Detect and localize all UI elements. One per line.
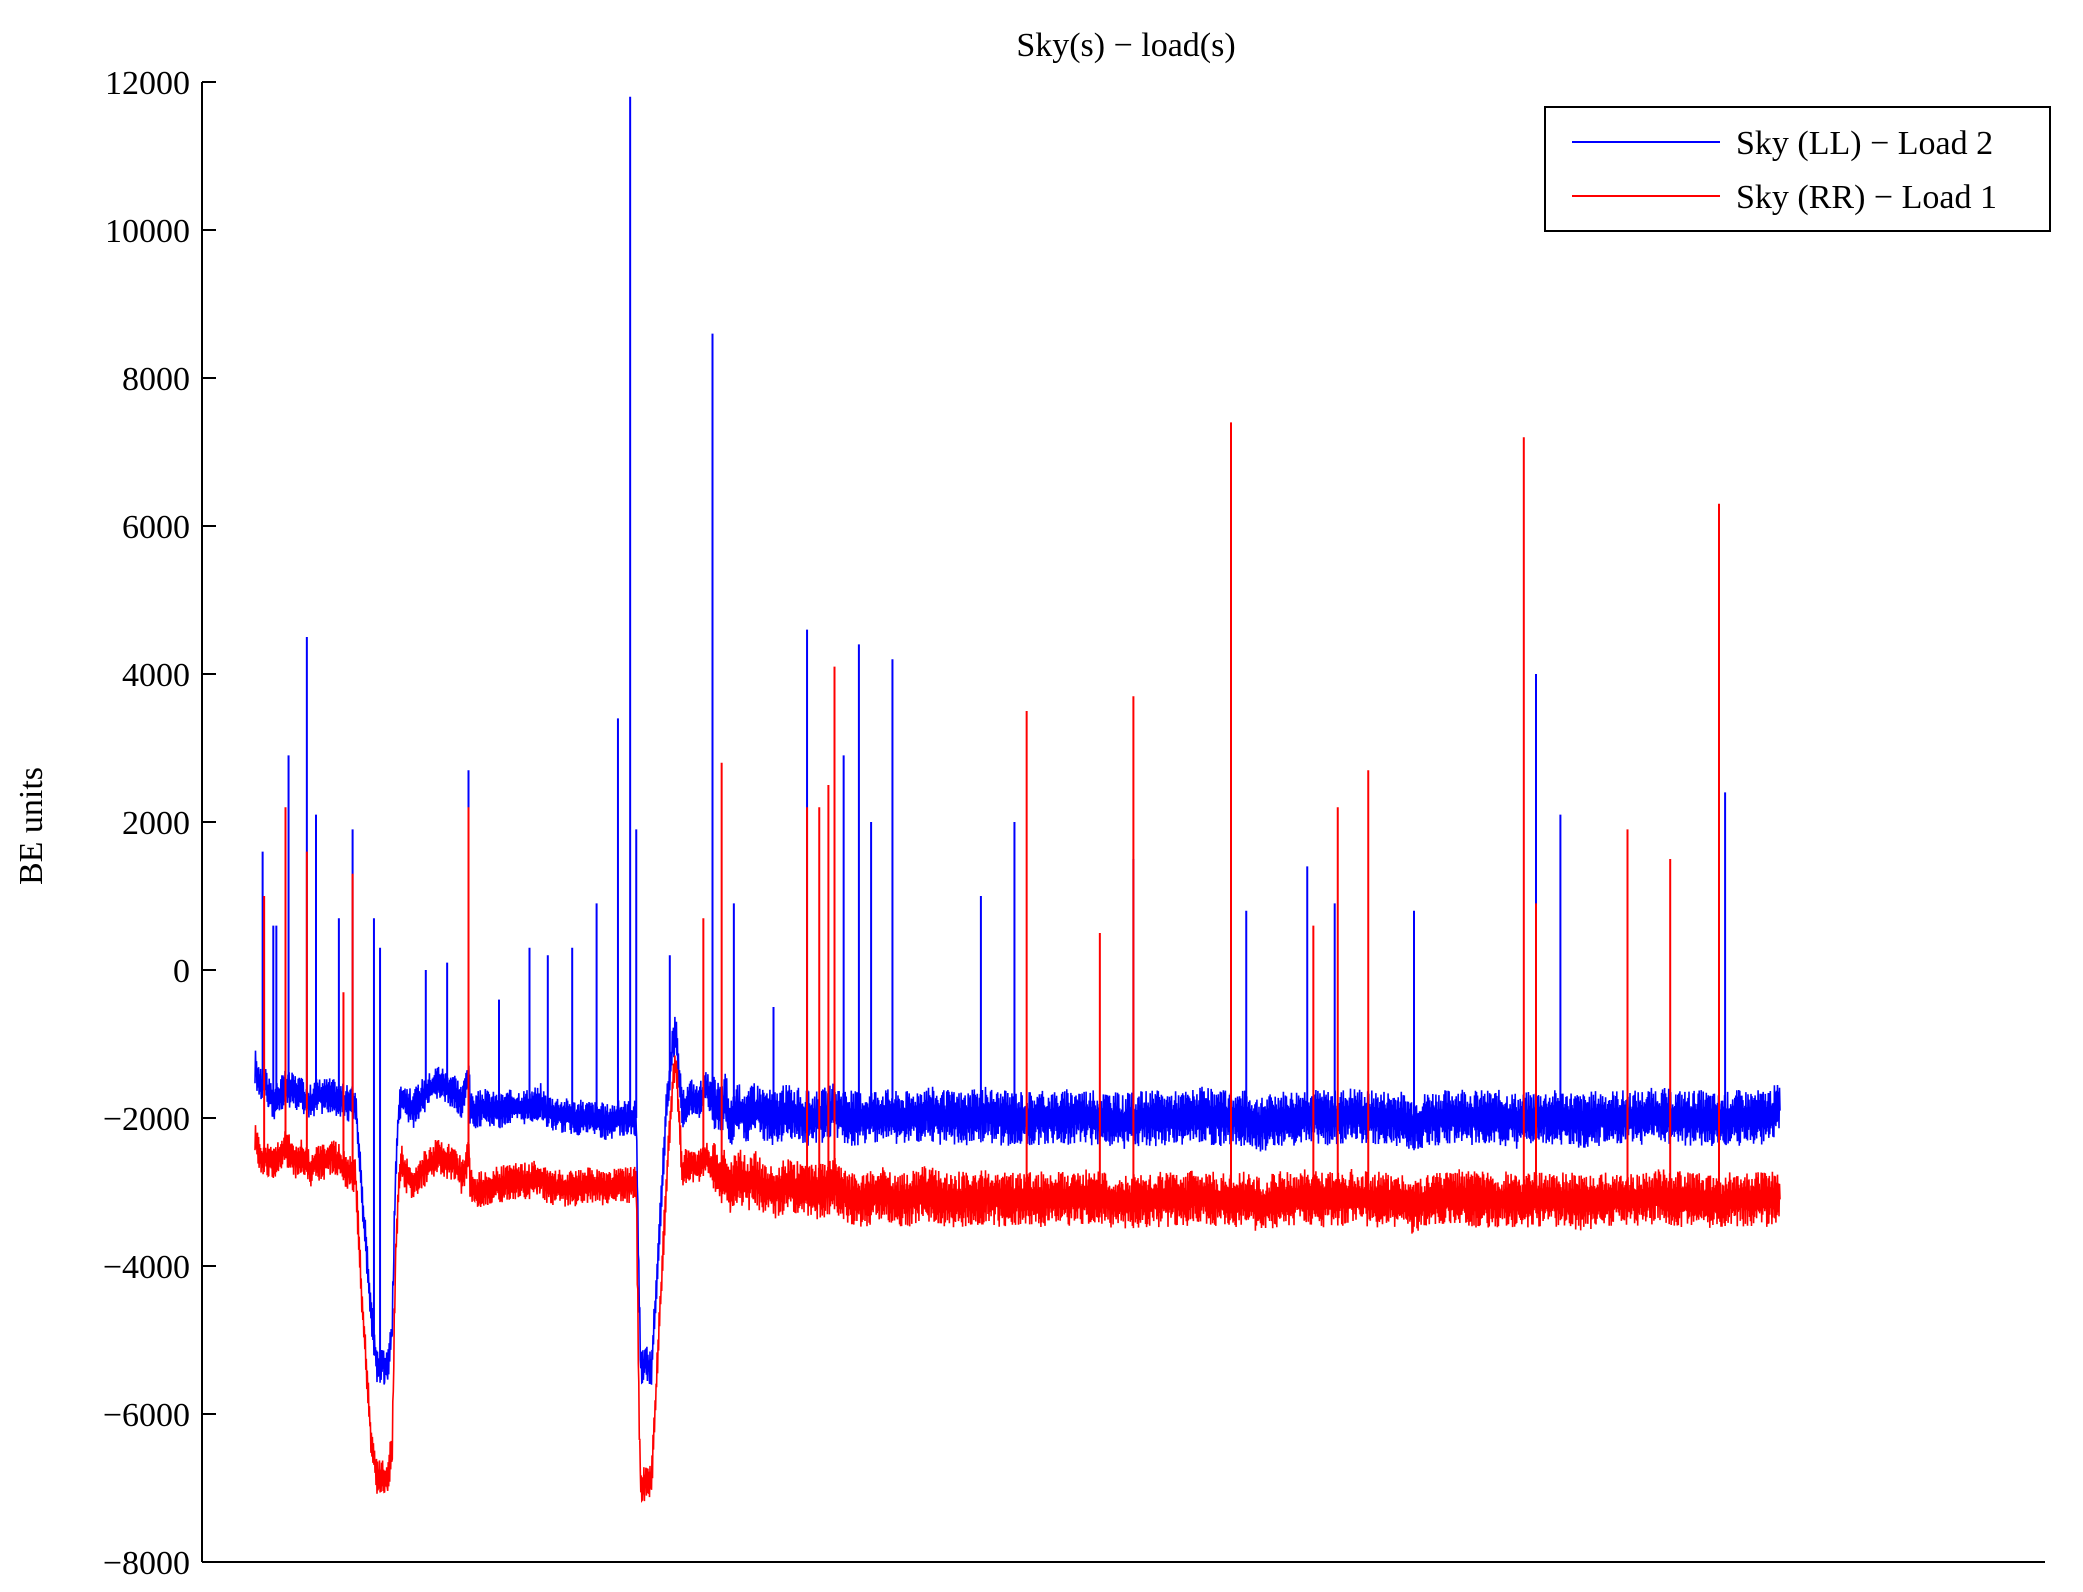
y-tick-label: −8000 <box>103 1545 190 1582</box>
y-tick-label: 4000 <box>122 657 190 694</box>
y-axis-label: BE units <box>13 767 50 885</box>
series-line-1 <box>254 1055 1781 1504</box>
legend-label-ll: Sky (LL) − Load 2 <box>1736 125 1993 162</box>
legend-label-rr: Sky (RR) − Load 1 <box>1736 179 1997 216</box>
y-ticks: −8000 −6000 −4000 −2000 0 2000 4000 6000 8000 100… <box>103 65 216 1582</box>
plot-area <box>254 96 1781 1504</box>
y-tick-label: 6000 <box>122 509 190 546</box>
y-tick-label: −2000 <box>103 1101 190 1138</box>
legend-box <box>1544 106 2051 232</box>
y-tick-label: 0 <box>173 953 190 990</box>
legend: Sky (LL) − Load 2 Sky (RR) − Load 1 <box>1544 106 2051 232</box>
y-tick-label: −4000 <box>103 1249 190 1286</box>
y-tick-label: 8000 <box>122 361 190 398</box>
y-tick-label: 2000 <box>122 805 190 842</box>
axes <box>201 82 2045 1563</box>
y-tick-label: 10000 <box>105 213 190 250</box>
y-tick-label: −6000 <box>103 1397 190 1434</box>
chart-title: Sky(s) − load(s) <box>1016 27 1235 64</box>
series-line-0 <box>254 1016 1781 1385</box>
y-tick-label: 12000 <box>105 65 190 102</box>
